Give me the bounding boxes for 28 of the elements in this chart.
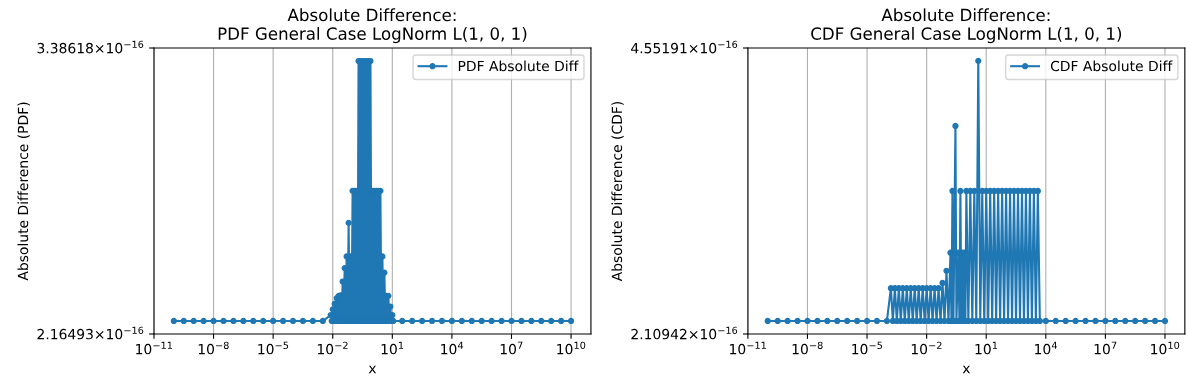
y-tick-label: 3.38618×10$^{−16}$ bbox=[37, 40, 144, 54]
x-tick-label: 10$^{−11}$ bbox=[136, 341, 173, 355]
x-tick-label: 10$^{−2}$ bbox=[317, 341, 348, 355]
y-tick-label: 2.16493×10$^{−16}$ bbox=[37, 326, 144, 340]
y-axis-title: Absolute Difference (PDF) bbox=[17, 102, 30, 281]
x-tick-label: 10$^{1}$ bbox=[381, 341, 404, 355]
y-tick-label: 2.10942×10$^{−16}$ bbox=[631, 326, 738, 340]
x-axis-title: x bbox=[368, 365, 377, 374]
x-axis-title: x bbox=[962, 365, 971, 374]
x-tick-label: 10$^{−8}$ bbox=[198, 341, 229, 355]
x-tick-label: 10$^{1}$ bbox=[975, 341, 998, 355]
x-tick-label: 10$^{4}$ bbox=[1035, 341, 1058, 355]
x-tick-label: 10$^{−5}$ bbox=[852, 341, 883, 355]
chart-title: Absolute Difference: CDF General Case LogNorm L(1, 0, 1) bbox=[811, 8, 1122, 44]
x-tick-label: 10$^{−11}$ bbox=[730, 341, 766, 355]
x-tick-label: 10$^{10}$ bbox=[557, 341, 586, 355]
x-tick-label: 10$^{10}$ bbox=[1151, 341, 1180, 355]
x-tick-label: 10$^{−5}$ bbox=[258, 341, 289, 355]
y-axis-title: Absolute Difference (CDF) bbox=[611, 101, 624, 282]
x-tick-label: 10$^{−2}$ bbox=[911, 341, 942, 355]
y-tick-label: 4.55191×10$^{−16}$ bbox=[631, 40, 738, 54]
x-tick-label: 10$^{7}$ bbox=[1094, 341, 1117, 355]
x-tick-label: 10$^{7}$ bbox=[500, 341, 523, 355]
x-tick-label: 10$^{4}$ bbox=[441, 341, 464, 355]
chart-title: Absolute Difference: PDF General Case LogNorm L(1, 0, 1) bbox=[218, 8, 527, 44]
legend-label: CDF Absolute Diff bbox=[1050, 60, 1173, 72]
x-tick-label: 10$^{−8}$ bbox=[792, 341, 823, 355]
legend-label: PDF Absolute Diff bbox=[458, 60, 579, 72]
